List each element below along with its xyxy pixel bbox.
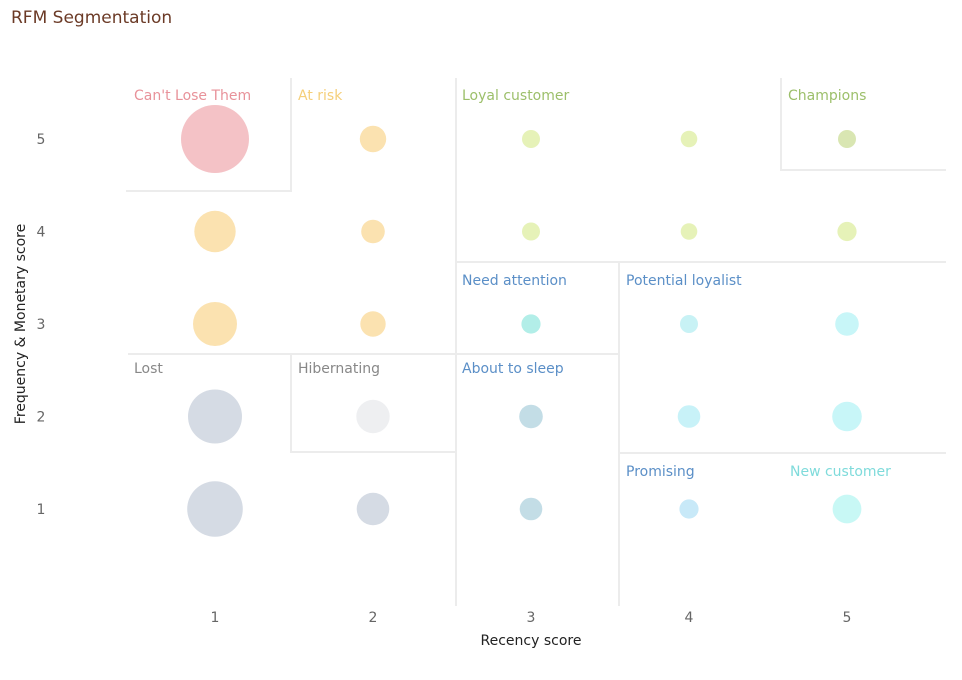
x-axis-ticks: 1 2 3 4 5 [211,610,852,626]
segment-boundary-line [126,78,292,192]
bubble-r4-fm4[interactable] [680,223,698,240]
x-tick-label: 4 [685,610,694,626]
bubble-r3-fm4[interactable] [522,222,540,241]
x-tick-label: 2 [369,610,378,626]
bubble-r2-fm3[interactable] [360,311,386,337]
segment-label-can-t-lose-them: Can't Lose Them [134,88,251,104]
segment-label-loyal-customer: Loyal customer [462,88,569,104]
x-tick-label: 3 [527,610,536,626]
segment-labels: Can't Lose Them At risk Loyal customer Cham… [134,88,891,480]
bubble-r3-fm1[interactable] [519,497,543,521]
bubble-r5-fm5[interactable] [838,130,856,148]
segment-label-hibernating: Hibernating [298,361,380,377]
bubble-r4-fm2[interactable] [677,405,701,428]
segment-boundary-line [780,78,946,171]
chart-title: RFM Segmentation [11,8,173,28]
bubble-r2-fm4[interactable] [361,219,385,244]
x-tick-label: 5 [843,610,852,626]
bubble-r1-fm1[interactable] [187,481,243,537]
bubble-r3-fm3[interactable] [521,314,541,334]
y-tick-label: 2 [37,410,46,426]
bubble-r4-fm5[interactable] [680,130,698,148]
segment-boundary-line [290,354,456,453]
segment-label-lost: Lost [134,361,163,377]
bubble-r1-fm3[interactable] [193,302,237,346]
bubble-r4-fm3[interactable] [680,315,698,333]
bubble-r1-fm5[interactable] [181,105,249,173]
bubble-r4-fm1[interactable] [679,499,699,519]
bubble-r5-fm1[interactable] [832,494,862,524]
y-tick-label: 4 [37,225,46,241]
bubble-r3-fm2[interactable] [519,404,543,429]
y-tick-label: 5 [37,132,46,148]
y-tick-label: 1 [37,502,46,518]
segment-label-promising: Promising [626,464,695,480]
y-tick-label: 3 [37,317,46,333]
bubble-r2-fm2[interactable] [356,399,390,434]
segment-label-at-risk: At risk [298,88,343,104]
segment-label-potential-loyalist: Potential loyalist [626,273,742,289]
y-axis-title: Frequency & Monetary score [13,224,29,424]
segment-label-new-customer: New customer [790,464,891,480]
bubble-r3-fm5[interactable] [522,130,540,148]
x-axis-title: Recency score [481,633,582,649]
bubble-r1-fm4[interactable] [194,210,236,253]
x-tick-label: 1 [211,610,220,626]
bubble-r5-fm3[interactable] [835,312,859,336]
segment-label-champions: Champions [788,88,866,104]
bubble-r5-fm2[interactable] [832,401,862,432]
bubble-r2-fm5[interactable] [359,125,387,153]
segment-boundaries [126,78,946,606]
bubble-r5-fm4[interactable] [837,221,857,242]
y-axis-ticks: 1 2 3 4 5 [37,132,46,518]
bubbles [181,105,862,537]
bubble-r1-fm2[interactable] [188,389,242,444]
segment-label-about-to-sleep: About to sleep [462,361,564,377]
bubble-r2-fm1[interactable] [356,492,390,526]
segment-label-need-attention: Need attention [462,273,567,289]
